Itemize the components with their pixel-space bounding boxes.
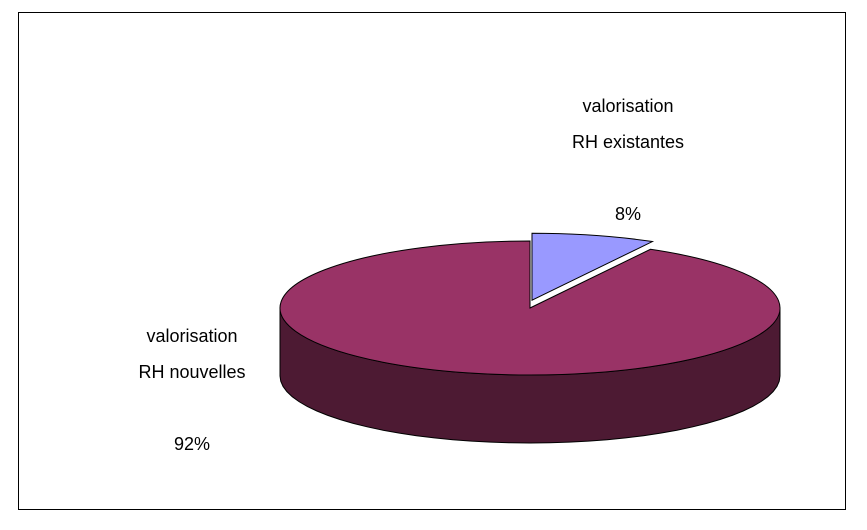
chart-frame <box>18 12 846 510</box>
pie-slice <box>279 240 781 376</box>
pie-slice <box>531 232 655 302</box>
slice-label: valorisation RH existantes <box>571 96 685 152</box>
slice-value-label: 92% <box>173 434 211 454</box>
slice-value-label: 8% <box>614 204 641 224</box>
slice-label: valorisation RH nouvelles <box>138 326 246 382</box>
